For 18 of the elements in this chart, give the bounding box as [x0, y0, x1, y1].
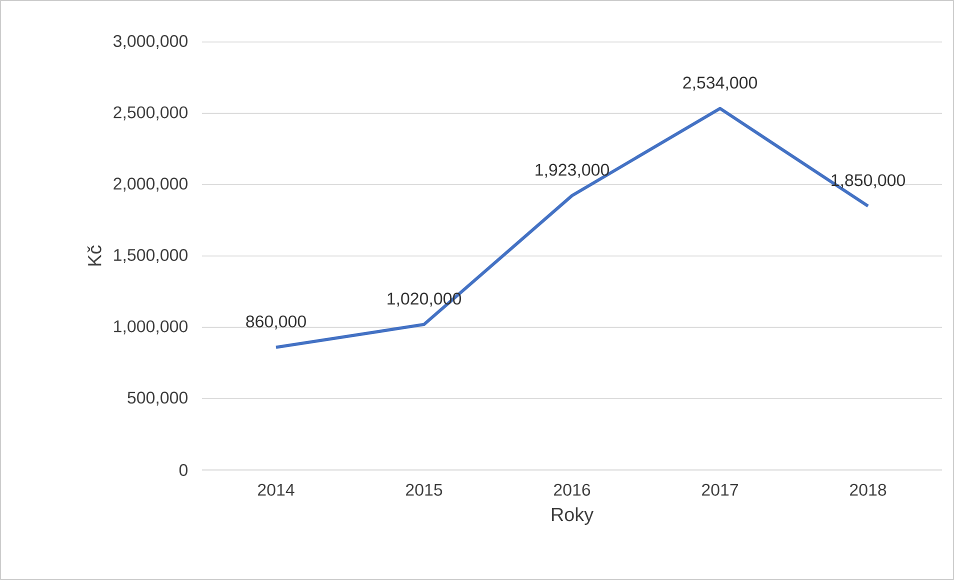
x-tick-label: 2017 — [702, 484, 738, 496]
y-tick-label: 1,000,000 — [114, 320, 188, 334]
y-tick-label: 2,000,000 — [114, 178, 188, 192]
data-label: 2,534,000 — [683, 76, 758, 91]
y-tick-label: 0 — [179, 464, 188, 476]
y-tick-label: 500,000 — [128, 392, 188, 406]
y-tick-label: 2,500,000 — [114, 106, 188, 120]
y-tick-label: 1,500,000 — [114, 248, 188, 263]
data-label: 860,000 — [246, 315, 306, 330]
x-axis-title: Roky — [552, 507, 594, 525]
x-tick-label: 2015 — [406, 484, 442, 496]
y-axis-title: Kč — [87, 245, 102, 266]
x-tick-label: 2014 — [258, 484, 294, 496]
y-tick-label: 3,000,000 — [113, 34, 188, 49]
x-tick-label: 2016 — [554, 484, 590, 496]
x-tick-label: 2018 — [850, 484, 886, 496]
data-label: 1,923,000 — [536, 164, 610, 178]
data-label: 1,850,000 — [832, 174, 906, 188]
